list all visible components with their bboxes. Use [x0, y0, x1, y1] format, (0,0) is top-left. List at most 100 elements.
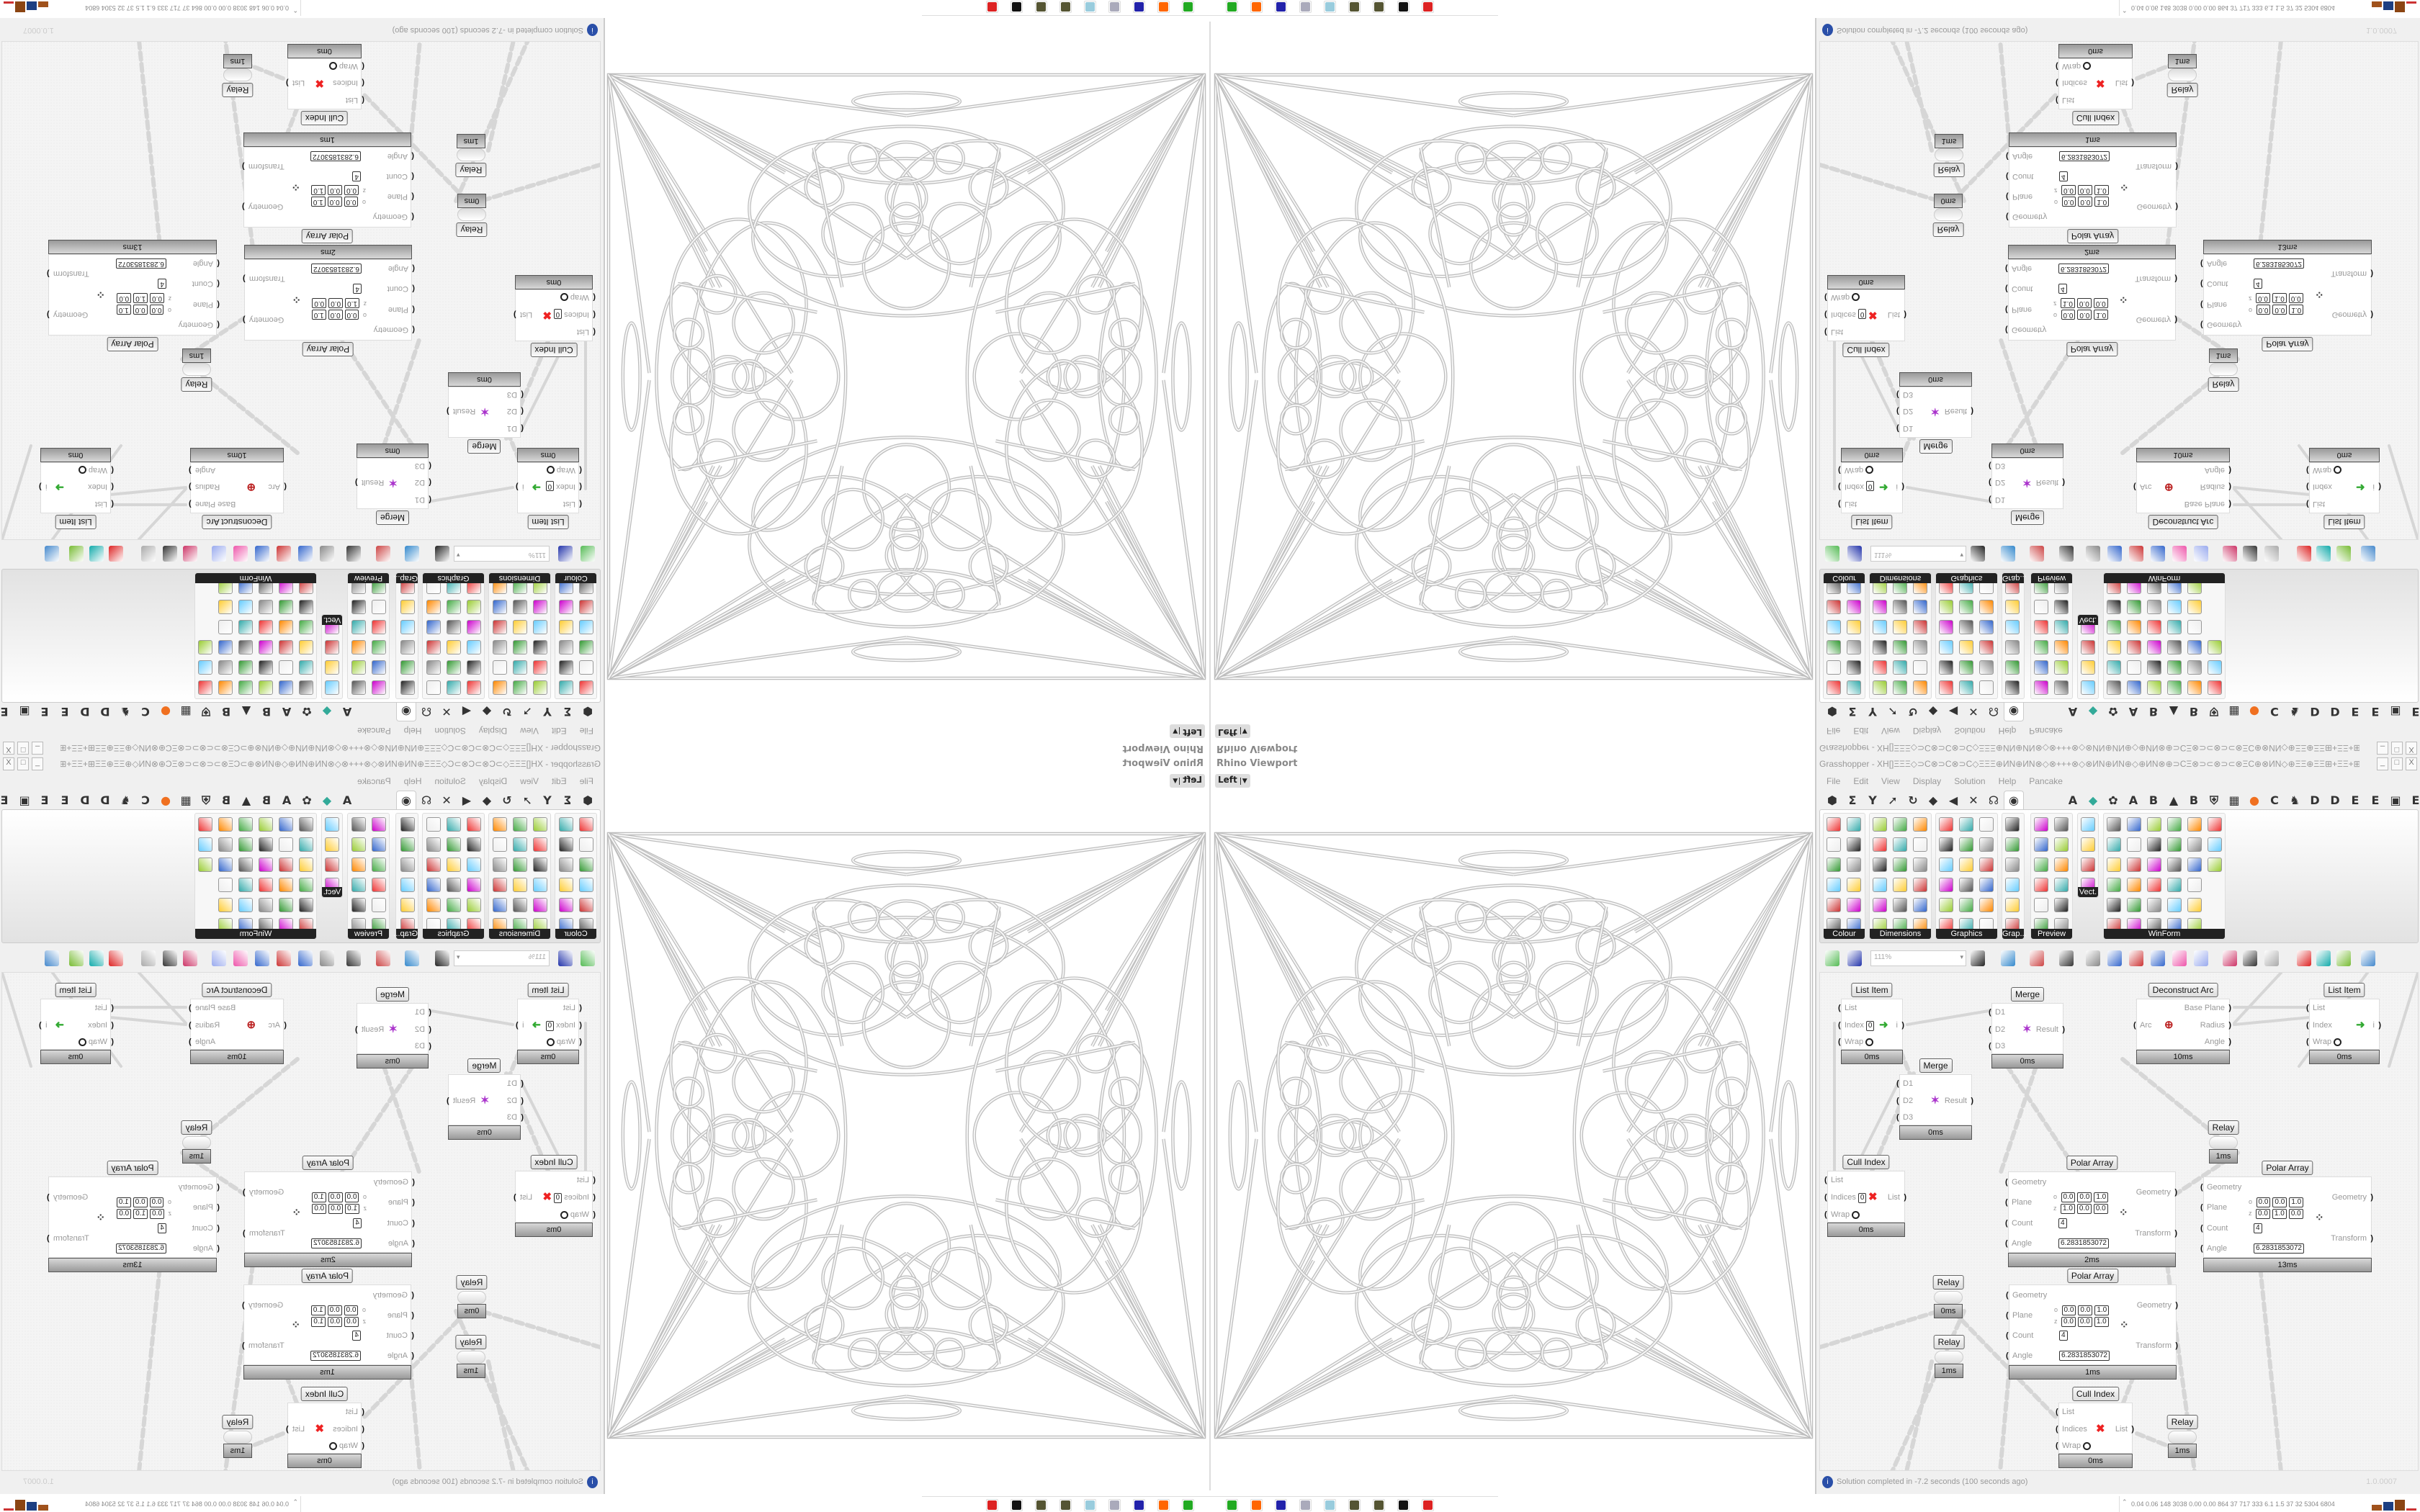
ribbon-tool-icon[interactable] — [218, 640, 233, 654]
ribbon-tool-icon[interactable] — [1847, 680, 1861, 695]
notepad-icon[interactable] — [1324, 1, 1336, 13]
ribbon-tool-icon[interactable] — [218, 660, 233, 675]
ribbon-tool-icon[interactable] — [1827, 600, 1841, 614]
ribbon-tool-icon[interactable] — [2005, 817, 2020, 832]
tab-icon[interactable]: D — [80, 793, 90, 807]
ribbon-tool-icon[interactable] — [2054, 640, 2069, 654]
node-label[interactable]: Relay — [455, 163, 487, 177]
ribbon-tool-icon[interactable] — [372, 680, 386, 695]
toolbar-tool-icon[interactable] — [320, 950, 334, 966]
ribbon-tool-icon[interactable] — [259, 878, 273, 892]
ribbon-tool-icon[interactable] — [2147, 837, 2161, 852]
input-geometry[interactable]: Geometry — [373, 1290, 408, 1300]
panel-label[interactable]: Vect. — [2078, 887, 2098, 897]
input-list[interactable]: List — [577, 327, 589, 337]
ribbon-tool-icon[interactable] — [238, 640, 253, 654]
ribbon-tool-icon[interactable] — [493, 858, 507, 872]
output-geometry[interactable]: Geometry — [2332, 310, 2367, 320]
ribbon-tool-icon[interactable] — [198, 817, 212, 832]
toolbar-tool-icon[interactable] — [298, 546, 313, 562]
ribbon-tool-icon[interactable] — [238, 837, 253, 852]
input-plane[interactable]: Plane — [2005, 1197, 2032, 1207]
ribbon-tool-icon[interactable] — [1847, 837, 1861, 852]
menu-display[interactable]: Display — [1912, 726, 1942, 736]
output-result[interactable]: Result — [362, 478, 384, 488]
panel-label[interactable]: Vect. — [322, 887, 342, 897]
input-list[interactable]: List — [1845, 499, 1857, 509]
maximize-button[interactable]: □ — [2391, 757, 2403, 770]
angle-value[interactable]: 6.2831853072 — [311, 264, 362, 274]
ribbon-tool-icon[interactable] — [259, 660, 273, 675]
node-label[interactable]: Relay — [2166, 1415, 2198, 1429]
input-wrap[interactable]: Wrap — [1831, 292, 1860, 302]
ribbon-tool-icon[interactable] — [372, 660, 386, 675]
ribbon-tool-icon[interactable] — [2127, 620, 2141, 634]
ribbon-tool-icon[interactable] — [2208, 837, 2222, 852]
plane-y-value[interactable]: 0.0 — [2077, 1317, 2092, 1327]
index-value[interactable]: 0 — [553, 309, 563, 319]
plane-x-value[interactable]: 0.0 — [2256, 293, 2270, 303]
rhino-icon[interactable] — [1010, 1, 1023, 13]
output-list[interactable]: List — [520, 310, 532, 320]
ribbon-tool-icon[interactable] — [238, 817, 253, 832]
input-plane[interactable]: Plane — [193, 300, 213, 310]
node-body[interactable]: ListIndicesWrapList✖ — [2056, 1403, 2134, 1454]
input-d3[interactable]: D3 — [1903, 390, 1913, 400]
ribbon-tool-icon[interactable] — [2127, 600, 2141, 614]
node-body[interactable]: GeometryPlaneo 0.00.01.0z 0.00.01.0Count… — [2006, 1284, 2178, 1365]
tab-icon[interactable]: ✕ — [1968, 793, 1978, 807]
ribbon-tool-icon[interactable] — [1939, 620, 1953, 634]
input-plane[interactable]: Plane — [2012, 192, 2033, 202]
ribbon-tool-icon[interactable] — [218, 898, 233, 912]
minimize-button[interactable]: _ — [32, 742, 43, 755]
ribbon-tool-icon[interactable] — [1939, 837, 1953, 852]
ribbon-tool-icon[interactable] — [559, 600, 573, 614]
ribbon-tool-icon[interactable] — [372, 640, 386, 654]
rhino-viewport[interactable]: Rhino Viewport Left▼ — [1210, 756, 1815, 1490]
toolbar-tool-icon[interactable] — [376, 546, 390, 562]
input-geometry[interactable]: Geometry — [179, 1182, 213, 1192]
input-geometry[interactable]: Geometry — [373, 212, 408, 222]
node-body[interactable]: GeometryPlaneo 0.00.01.0z 0.01.00.0Count… — [2200, 1176, 2373, 1258]
ribbon-tool-icon[interactable] — [1939, 680, 1953, 695]
output-i[interactable]: i — [1896, 1020, 1906, 1030]
input-list[interactable]: List — [346, 1407, 358, 1417]
node-label[interactable]: Relay — [455, 1335, 487, 1349]
input-d2[interactable]: D2 — [1896, 1096, 1913, 1106]
tab-display[interactable] — [2004, 791, 2024, 811]
node-label[interactable]: Relay — [2208, 377, 2239, 392]
menu-edit[interactable]: Edit — [551, 776, 567, 786]
ribbon-tool-icon[interactable] — [259, 858, 273, 872]
ribbon-tool-icon[interactable] — [400, 837, 415, 852]
ribbon-tool-icon[interactable] — [2054, 878, 2069, 892]
ribbon-tool-icon[interactable] — [325, 817, 339, 832]
toolbar-tool-icon[interactable] — [89, 546, 104, 562]
plane-x-value[interactable]: 0.0 — [344, 1305, 359, 1315]
ribbon-tool-icon[interactable] — [1893, 620, 1907, 634]
plane-z-value[interactable]: 0.0 — [2288, 1209, 2303, 1219]
ribbon-tool-icon[interactable] — [2005, 680, 2020, 695]
close-button[interactable]: X — [3, 742, 14, 755]
ribbon-tool-icon[interactable] — [2187, 817, 2202, 832]
relay-body[interactable] — [182, 363, 211, 376]
ribbon-tool-icon[interactable] — [1959, 898, 1973, 912]
ribbon-tool-icon[interactable] — [1913, 898, 1927, 912]
output-result[interactable]: Result — [362, 1025, 384, 1035]
plane-y-value[interactable]: 0.0 — [2076, 298, 2092, 308]
ribbon-tool-icon[interactable] — [400, 620, 415, 634]
input-arc[interactable]: Arc — [2140, 482, 2152, 492]
input-d3[interactable]: D3 — [415, 1041, 425, 1051]
plane-z-value[interactable]: 1.0 — [2094, 1192, 2109, 1202]
wrap-toggle[interactable] — [78, 1038, 86, 1046]
notepad-icon[interactable] — [1084, 1, 1096, 13]
output-base-plane[interactable]: Base Plane — [2184, 1003, 2232, 1013]
node-label[interactable]: Merge — [2010, 510, 2045, 525]
toolbar-tool-icon[interactable] — [2336, 546, 2351, 562]
toolbar-tool-icon[interactable] — [233, 546, 248, 562]
menu-pancake[interactable]: Pancake — [2029, 776, 2063, 786]
